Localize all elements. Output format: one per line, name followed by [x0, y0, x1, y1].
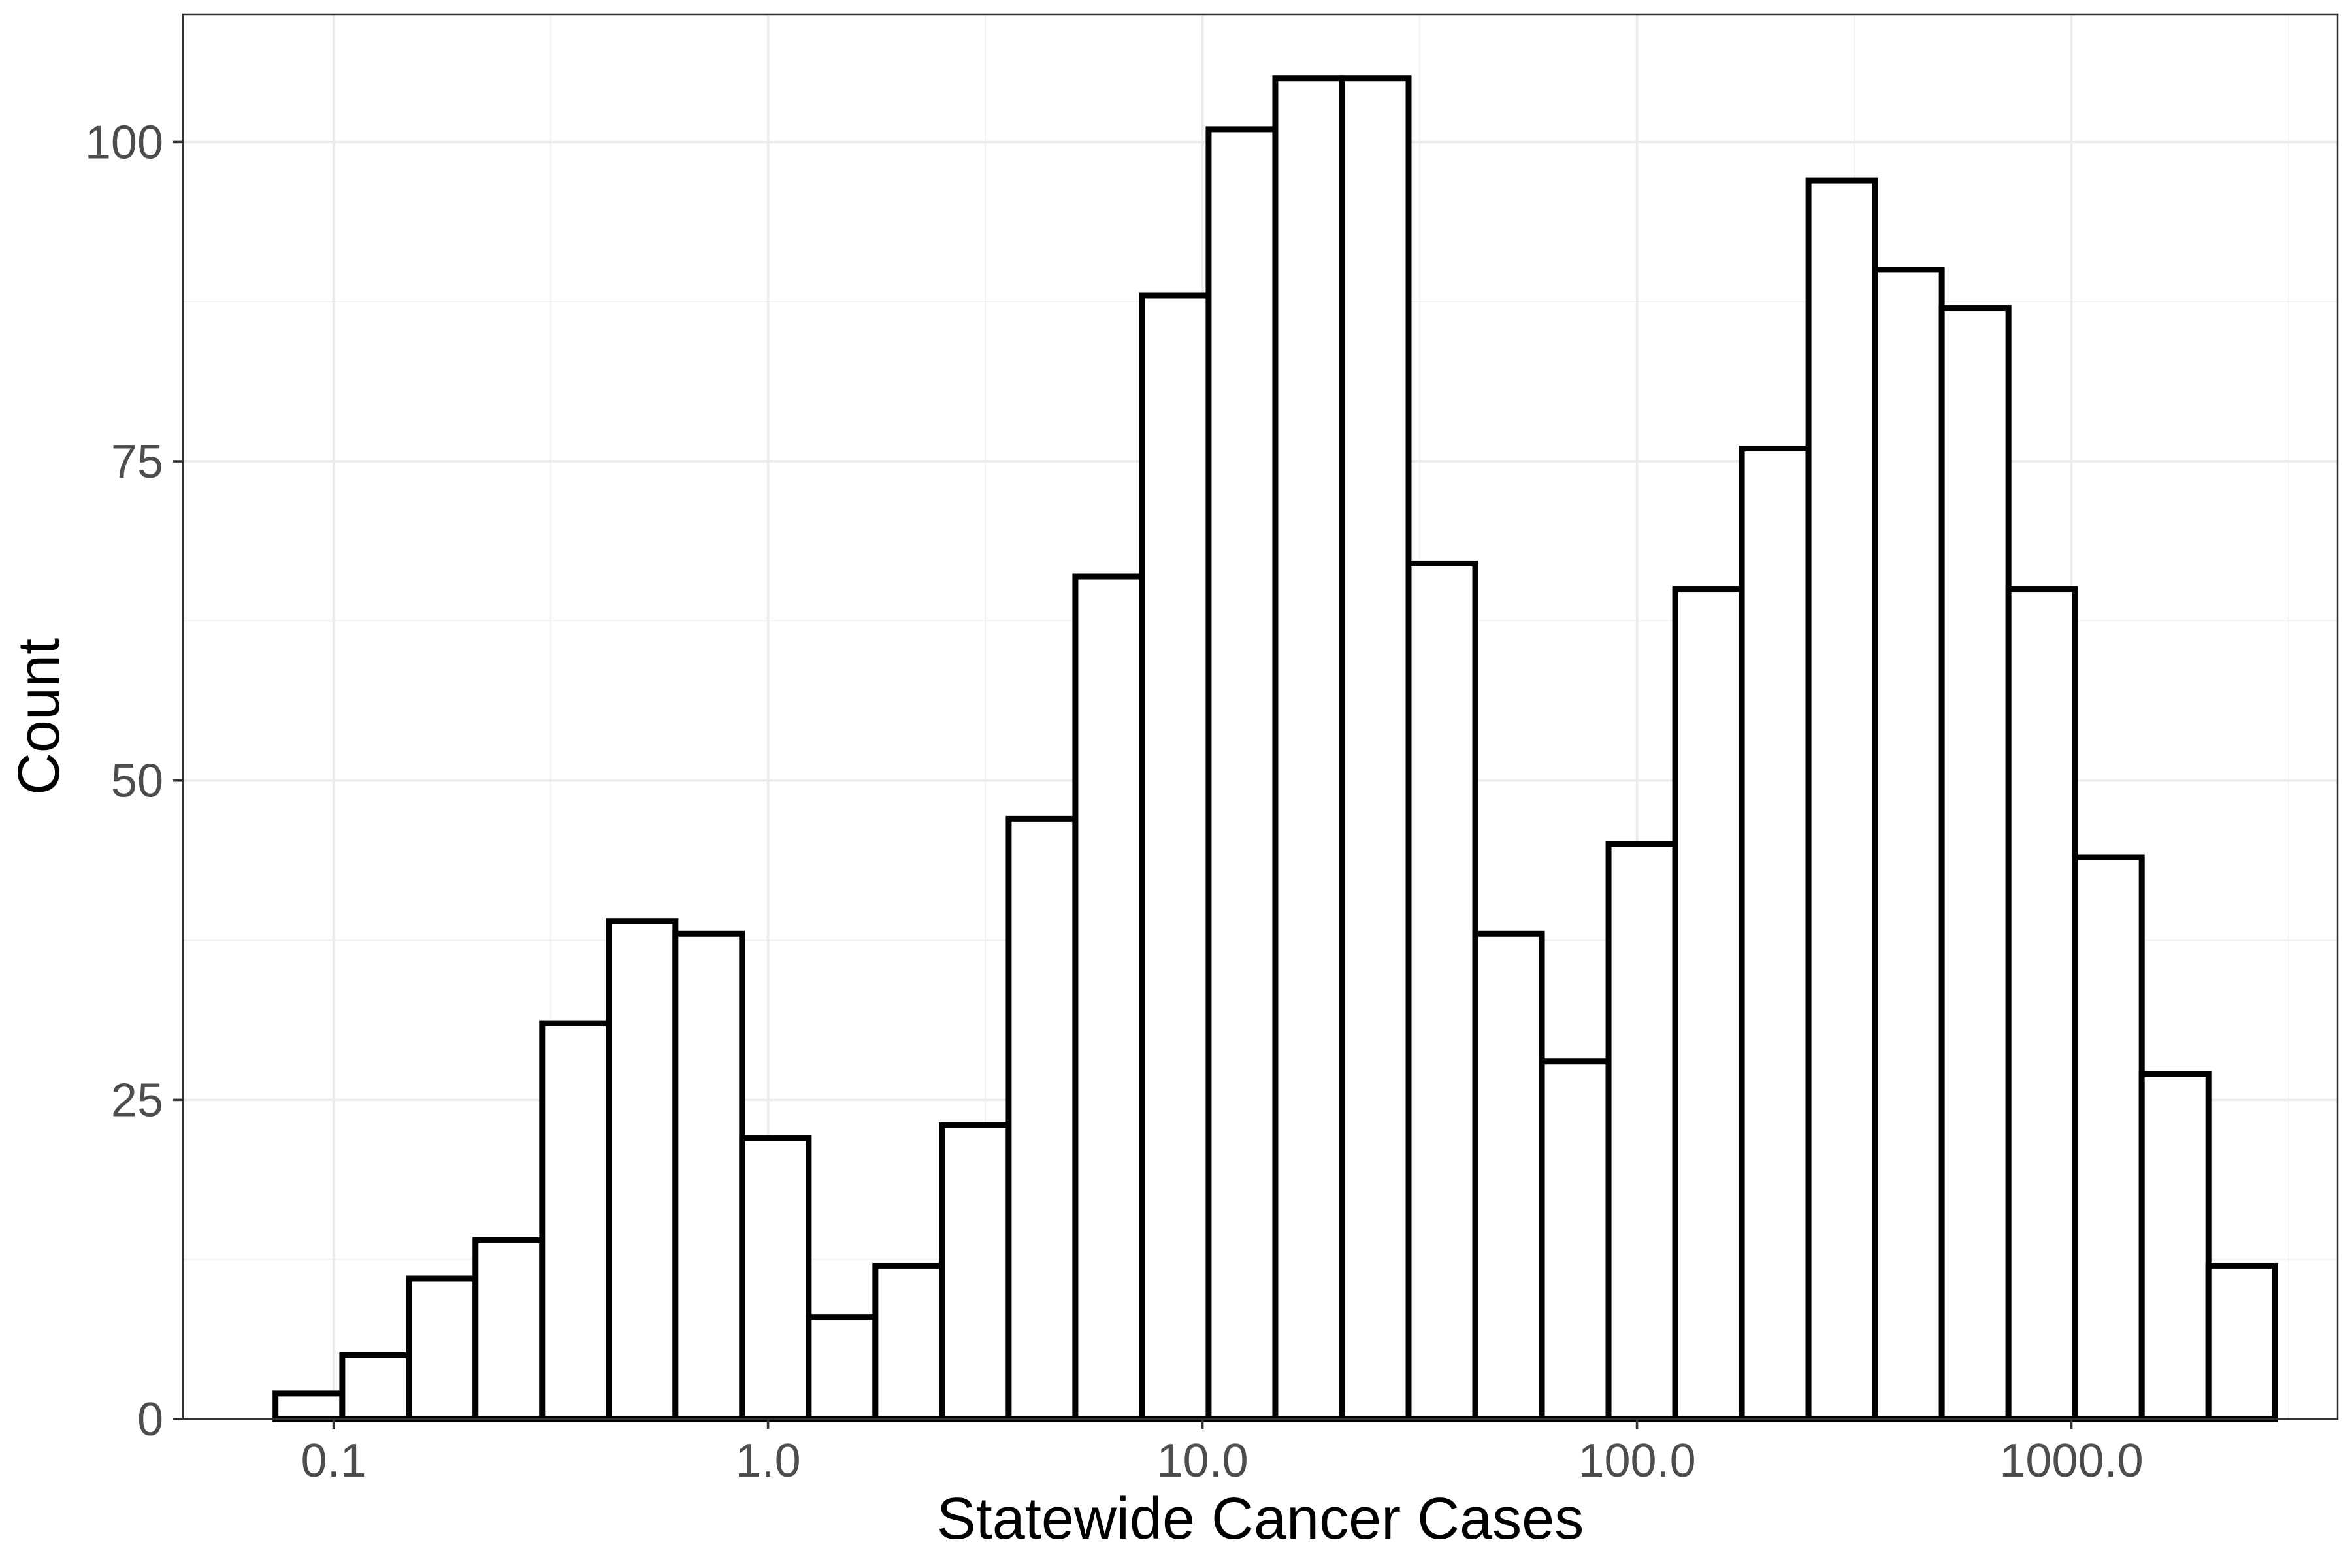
histogram-bar: [539, 1020, 612, 1422]
histogram-bar: [339, 1352, 412, 1422]
y-tick-label: 100: [85, 116, 163, 169]
histogram-bar: [1938, 305, 2012, 1422]
x-tick-label: 1.0: [736, 1435, 801, 1487]
histogram-bar: [672, 930, 745, 1422]
x-tick-label: 0.1: [301, 1435, 367, 1487]
y-axis-title: Count: [7, 638, 72, 795]
histogram-bar: [1805, 177, 1878, 1422]
histogram-bar: [1605, 841, 1678, 1422]
y-tick-label: 75: [111, 436, 163, 488]
histogram-bar: [1005, 815, 1079, 1422]
histogram-bar: [739, 1135, 812, 1422]
x-axis-title: Statewide Cancer Cases: [937, 1486, 1584, 1552]
histogram-bar: [272, 1390, 346, 1422]
histogram-bar: [2005, 586, 2078, 1422]
histogram-bar: [472, 1237, 546, 1422]
y-tick-label: 0: [137, 1394, 163, 1446]
histogram-bar: [2072, 854, 2145, 1422]
histogram-bar: [1672, 586, 1745, 1422]
x-axis-tick-labels: 0.1 1.0 10.0 100.0 1000.0: [301, 1435, 2144, 1487]
plot-panel-border: [182, 13, 2339, 1420]
x-tick-label: 10.0: [1156, 1435, 1248, 1487]
histogram-bars: [272, 75, 2278, 1422]
histogram-bar: [806, 1314, 879, 1422]
histogram-bar: [1205, 126, 1279, 1422]
histogram-bar: [939, 1122, 1012, 1422]
histogram-bar: [606, 918, 679, 1422]
histogram-bar: [1539, 1058, 1612, 1422]
histogram-bar: [1272, 75, 1345, 1422]
histogram-bar: [2205, 1262, 2278, 1422]
x-tick-label: 1000.0: [1999, 1435, 2143, 1487]
y-tick-label: 50: [111, 755, 163, 808]
axis-ticks: [173, 140, 2073, 1429]
histogram-bar: [872, 1262, 945, 1422]
histogram-bar: [406, 1275, 479, 1422]
histogram-bar: [1872, 267, 1945, 1422]
histogram-bar: [1339, 75, 1412, 1422]
histogram-bar: [1139, 292, 1212, 1422]
histogram-bar: [2138, 1071, 2212, 1422]
y-axis-tick-labels: 0 25 50 75 100: [85, 116, 163, 1446]
histogram-bar: [1405, 560, 1478, 1422]
histogram-bar: [1072, 573, 1145, 1422]
histogram-bar: [1472, 930, 1545, 1422]
y-tick-label: 25: [111, 1074, 163, 1126]
histogram-bar: [1739, 446, 1812, 1422]
x-tick-label: 100.0: [1578, 1435, 1695, 1487]
